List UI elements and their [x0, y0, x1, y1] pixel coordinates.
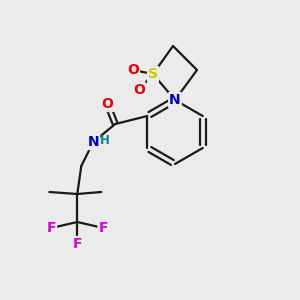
Text: O: O: [127, 63, 139, 77]
Text: N: N: [88, 135, 99, 149]
Text: F: F: [73, 237, 82, 251]
Text: F: F: [98, 221, 108, 235]
Text: N: N: [169, 93, 181, 107]
Text: H: H: [100, 134, 110, 146]
Text: O: O: [101, 97, 113, 111]
Text: O: O: [133, 83, 145, 97]
Text: F: F: [46, 221, 56, 235]
Text: S: S: [148, 67, 158, 81]
